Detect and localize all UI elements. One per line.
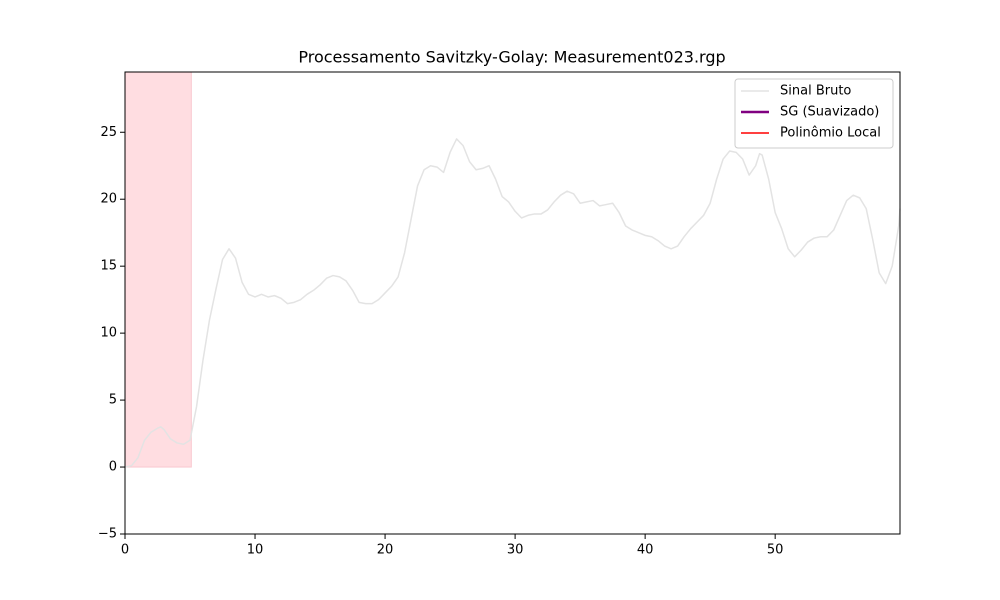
legend: Sinal Bruto SG (Suavizado) Polinômio Local (734, 78, 894, 149)
y-tick-label: 0 (109, 460, 117, 475)
y-tick-label: 25 (100, 125, 117, 140)
legend-label: SG (Suavizado) (780, 105, 879, 120)
window-span (124, 71, 192, 468)
y-tick-label: −5 (98, 527, 117, 542)
legend-label: Sinal Bruto (780, 84, 851, 99)
data-line (124, 138, 901, 468)
chart-title: Processamento Savitzky-Golay: Measuremen… (298, 48, 725, 67)
x-tick-label: 20 (377, 543, 394, 558)
legend-box (734, 78, 894, 149)
x-tick-label: 50 (767, 543, 784, 558)
x-tick-label: 0 (121, 543, 129, 558)
y-tick-label: 10 (100, 326, 117, 341)
plot-frame (124, 71, 901, 535)
x-tick-label: 30 (507, 543, 524, 558)
x-tick-label: 10 (247, 543, 264, 558)
y-tick-label: 15 (100, 259, 117, 274)
legend-label: Polinômio Local (780, 126, 881, 141)
y-tick-label: 5 (109, 393, 117, 408)
y-tick-label: 20 (100, 192, 117, 207)
x-tick-label: 40 (637, 543, 654, 558)
